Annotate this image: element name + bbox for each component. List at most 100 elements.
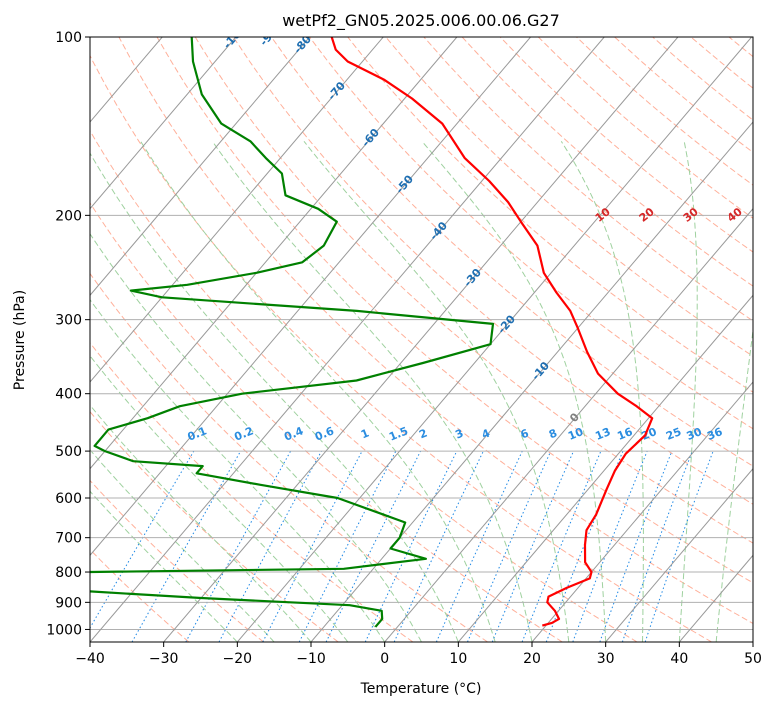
mixing-ratio-label: 1.5 <box>387 424 410 443</box>
moist-adiabat-line <box>303 140 570 642</box>
x-tick-label: 20 <box>523 651 541 667</box>
x-tick-label: −30 <box>149 651 179 667</box>
isotherm-line <box>90 37 237 210</box>
isotherm-line <box>90 37 458 470</box>
dry-adiabat-line <box>767 37 775 642</box>
dewpoint-profile-line <box>90 37 495 628</box>
y-tick-label: 1000 <box>46 622 82 638</box>
dry-adiabat-line <box>90 129 638 642</box>
dry-adiabat-line <box>118 37 753 624</box>
mixing-ratio-label: 0.6 <box>313 424 336 443</box>
dry-adiabat-line <box>90 272 488 642</box>
dry-adiabat-label: 20 <box>637 205 657 225</box>
dry-adiabat-line <box>614 37 753 153</box>
mixing-ratio-label: 13 <box>593 425 612 443</box>
dry-adiabat-line <box>90 342 414 642</box>
y-tick-label: 300 <box>55 313 82 329</box>
dry-adiabat-line <box>461 37 753 287</box>
moist-adiabat-line <box>90 355 349 642</box>
x-axis: −40 −30 −20 −10 0 10 20 30 40 50 <box>75 642 762 667</box>
mixing-ratio-line <box>131 450 242 642</box>
dry-adiabat-line <box>232 37 753 505</box>
isotherm-line <box>163 37 679 642</box>
moist-adiabat-line <box>90 449 275 642</box>
dry-adiabat-line <box>194 37 753 544</box>
mixing-ratio-line <box>644 450 714 642</box>
mixing-ratio-line <box>185 450 292 642</box>
mixing-ratio-label: 8 <box>547 427 559 442</box>
x-tick-label: 0 <box>380 651 389 667</box>
mixing-ratio-label: 4 <box>480 426 492 441</box>
isotherm-label: -90 <box>257 25 280 49</box>
moist-adiabat-line <box>140 141 496 642</box>
isotherm-line <box>90 37 384 383</box>
dry-adiabat-line <box>90 202 563 642</box>
y-tick-label: 700 <box>55 531 82 547</box>
mixing-ratio-line <box>298 450 397 642</box>
x-tick-label: −40 <box>75 651 105 667</box>
isotherm-line <box>90 37 605 642</box>
x-tick-label: −10 <box>296 651 326 667</box>
mixing-ratio-label: 1 <box>359 427 371 442</box>
chart-title: wetPf2_GN05.2025.006.00.06.G27 <box>282 11 560 31</box>
dry-adiabat-line <box>156 37 753 584</box>
dry-adiabat-line <box>499 37 753 253</box>
dry-adiabat-line <box>385 37 753 357</box>
mixing-ratio-line <box>90 450 195 629</box>
mixing-ratio-label: 16 <box>615 425 634 443</box>
isotherm-line <box>90 37 310 297</box>
x-tick-label: 10 <box>449 651 467 667</box>
y-tick-label: 500 <box>55 444 82 460</box>
mixing-ratio-label: 25 <box>664 425 683 443</box>
x-tick-label: 50 <box>744 651 762 667</box>
dry-adiabat-line <box>423 37 753 322</box>
y-tick-label: 600 <box>55 491 82 507</box>
dry-adiabat-line <box>90 54 712 642</box>
y-axis: 100 200 300 400 500 600 700 800 900 1000 <box>46 30 90 638</box>
dry-adiabat-label: 10 <box>593 205 613 225</box>
y-tick-label: 800 <box>55 565 82 581</box>
dry-adiabat-line <box>309 37 753 430</box>
mixing-ratio-label: 0.4 <box>282 424 305 443</box>
y-tick-label: 100 <box>55 30 82 46</box>
dry-adiabat-line <box>270 37 753 467</box>
isotherm-line <box>752 641 753 642</box>
x-axis-label: Temperature (°C) <box>360 681 482 697</box>
mixing-ratio-line <box>262 450 363 642</box>
plot-frame <box>89 36 754 643</box>
x-tick-label: −20 <box>223 651 253 667</box>
mixing-ratio-label: 10 <box>566 425 585 443</box>
mixing-ratio-line <box>599 450 673 642</box>
y-tick-label: 400 <box>55 387 82 403</box>
isotherm-line <box>384 207 753 642</box>
x-tick-label: 40 <box>670 651 688 667</box>
moist-adiabat-line <box>90 490 238 642</box>
mixing-ratio-line <box>521 450 602 642</box>
isotherm-line <box>236 37 752 642</box>
y-tick-label: 200 <box>55 208 82 224</box>
mixing-ratio-label: 0.1 <box>186 424 209 443</box>
mixing-ratio-label: 3 <box>453 427 465 442</box>
mixing-ratio-label: 6 <box>519 426 531 441</box>
mixing-ratio-line <box>364 450 458 642</box>
mixing-ratio-line <box>545 450 624 642</box>
mixing-ratio-label: 20 <box>640 425 659 443</box>
y-tick-label: 900 <box>55 595 82 611</box>
temperature-profile-line <box>330 37 654 627</box>
dry-adiabat-line <box>347 37 753 393</box>
mixing-ratio-label: 2 <box>417 427 429 442</box>
dry-adiabat-line <box>576 37 753 186</box>
isotherm-line <box>90 37 531 557</box>
mixing-ratio-label: 30 <box>685 425 704 443</box>
dry-adiabat-label: 30 <box>681 205 701 225</box>
dry-adiabat-line <box>90 548 190 642</box>
dry-adiabat-line <box>690 37 753 89</box>
isotherm-label: -80 <box>291 32 314 56</box>
mixing-ratio-line <box>325 450 422 642</box>
mixing-ratio-line <box>467 450 552 642</box>
dry-adiabat-line <box>90 479 264 642</box>
dry-adiabat-line <box>537 37 753 219</box>
mixing-ratio-line <box>435 450 523 642</box>
